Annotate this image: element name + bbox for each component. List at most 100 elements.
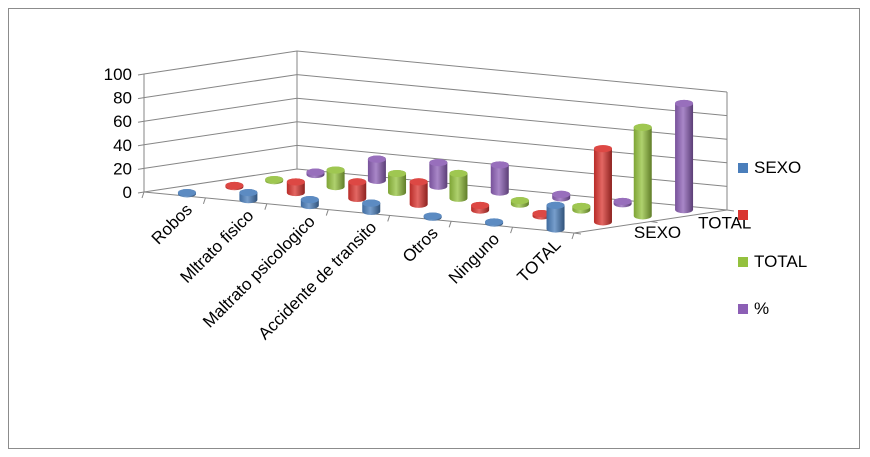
y-tick-label: 40 [113,136,132,155]
bar-top [572,202,591,211]
x-tick [141,191,145,199]
chart-frame: 0 20 40 60 80 100 Robos Mltrato fisico Maltrato … [8,8,860,449]
y-tick [137,97,145,100]
bar-series2-1 [286,178,305,197]
bar-sexo-4 [423,212,442,221]
legend-label: SEXO [754,158,801,177]
bar-sexo-6 [546,201,565,233]
legend-label: % [754,299,769,318]
bar-series2-3 [409,178,428,208]
legend-swatch [738,304,748,314]
x-tick [387,215,391,222]
bar-top [300,196,319,204]
bar-series2-6 [593,145,612,226]
bar-top [471,201,490,210]
bar-series2-0 [225,181,244,191]
y-tick [137,120,145,123]
category-label: Robos [148,200,196,248]
bars [177,99,694,233]
depth-tick [726,209,735,212]
y-tick-label: 100 [104,65,132,84]
bar-top [633,123,652,131]
bar-sexo-5 [485,218,504,227]
bar---2 [429,159,448,190]
depth-tick [650,221,658,223]
bar-top [388,169,407,178]
bar-total-1 [326,166,345,191]
legend-label: TOTAL [754,252,807,271]
bar---5 [613,197,632,208]
category-label: TOTAL [513,235,564,286]
bar-top [675,99,694,108]
bar-top [362,199,381,207]
gridline [143,74,728,117]
y-tick [137,191,145,194]
bar-series2-5 [532,210,551,220]
bar-body [409,178,428,208]
bar-top [348,178,367,186]
gridline [143,50,728,93]
bar-body [367,155,386,184]
bar-sexo-0 [177,189,196,198]
legend-swatch [738,257,748,267]
bar-series2-2 [348,178,367,203]
bar-top [225,181,244,190]
bar-body [593,145,612,226]
legend-swatch [738,210,748,220]
x-tick [202,197,206,205]
bar-top [485,218,504,226]
y-tick-label: 20 [113,159,132,178]
bar-sexo-3 [362,199,381,216]
bar---6 [675,99,694,214]
bar-top [449,169,468,178]
bar-body [449,169,468,202]
bar-body [546,201,565,233]
y-tick-label: 80 [113,89,132,108]
y-tick [137,144,145,147]
bar-top [429,159,448,167]
bar---0 [306,168,325,179]
x-tick [448,221,452,228]
bar-top [546,201,565,209]
bar-body [633,123,652,220]
bar-total-2 [388,169,407,197]
bar-top [286,178,305,186]
y-tick-label: 0 [123,183,132,202]
x-tick [571,232,575,240]
bar---1 [367,155,386,184]
bar-top [239,189,258,197]
bar-total-4 [510,197,529,208]
bar---3 [490,161,509,196]
bar-top [532,210,551,218]
category-label: Maltrato psicologico [199,212,319,332]
bar-top [265,175,284,184]
bar-top [326,166,345,174]
bar-body [429,159,448,190]
y-tick [137,167,145,170]
x-tick [264,203,268,210]
depth-label: SEXO [634,223,681,242]
depth-tick [573,232,582,235]
bar-top [593,145,612,153]
axes [137,51,735,240]
bar-sexo-1 [239,189,258,204]
bar-top [552,190,571,199]
bar-top [367,155,386,163]
bar-body [490,161,509,196]
bar-top [177,189,196,197]
bar-series2-4 [471,201,490,214]
y-tick-label: 60 [113,112,132,131]
y-tick [137,73,145,76]
bar-top [613,197,632,206]
legend: SEXO TOTAL% [738,158,807,318]
category-label: Otros [399,224,442,267]
bar-total-3 [449,169,468,202]
bar---4 [552,190,571,202]
bar-sexo-2 [300,196,319,210]
bar-top [306,168,325,176]
bar-top [409,178,428,186]
x-tick [325,209,329,216]
category-label: Ninguno [445,229,503,287]
bar-total-5 [572,202,591,214]
